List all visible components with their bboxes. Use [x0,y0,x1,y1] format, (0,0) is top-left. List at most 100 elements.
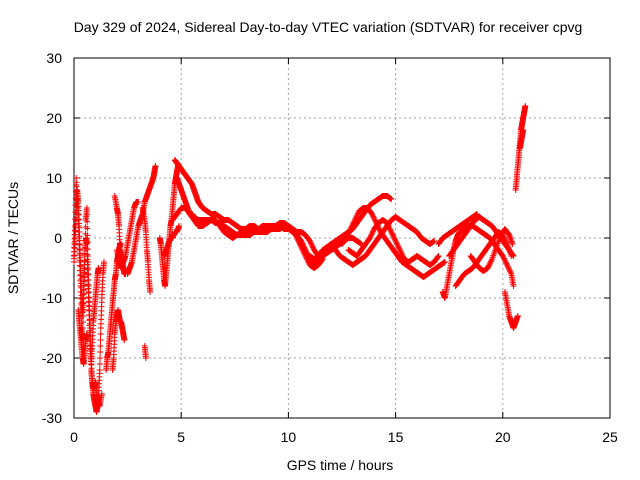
data-point [77,272,84,279]
data-point [508,253,515,259]
data-point [392,238,399,244]
data-point [84,211,91,218]
data-point [350,219,357,226]
data-point [352,215,359,222]
data-point [84,246,91,253]
data-point [348,223,355,230]
data-point [86,307,93,313]
data-point [308,241,315,248]
x-tick-label: 5 [177,429,185,445]
y-tick-label: 10 [46,170,62,186]
data-point [97,337,104,343]
data-point [396,245,403,252]
data-point [504,263,511,270]
data-point [83,331,90,337]
data-point [398,249,405,256]
data-point [367,233,374,240]
data-point [486,262,493,269]
data-point [304,256,311,263]
data-point [346,228,353,235]
data-point [372,217,379,224]
data-point [301,250,308,257]
x-tick-label: 15 [388,429,404,445]
tick-labels: 0 5 10 15 20 25 -30 -20 -10 0 10 20 30 [42,50,618,445]
data-point [388,229,395,235]
data-point [501,234,508,241]
data-point [347,226,354,232]
data-point [487,258,494,265]
data-point [97,349,104,355]
data-point [507,269,514,276]
data-point [474,211,481,217]
data-point [348,224,355,231]
data-point [502,237,509,244]
data-point [393,240,400,247]
data-point [353,214,360,221]
data-point [391,236,398,243]
data-point [391,235,398,242]
data-point [520,127,527,133]
data-point [76,241,83,247]
data-point [296,240,303,247]
data-point [387,226,394,233]
data-point [395,244,402,251]
data-point [510,283,517,289]
data-point [76,247,83,253]
y-tick-label: 20 [46,110,62,126]
data-point [509,241,516,247]
data-point [293,235,300,241]
data-point [176,223,183,229]
data-point [84,218,91,225]
y-tick-label: 30 [46,50,62,66]
data-point [84,271,91,278]
y-tick-label: -20 [42,350,62,366]
data-point [503,260,510,267]
data-point [306,238,313,244]
data-point [84,251,91,258]
data-point [500,254,507,261]
data-point [292,232,299,239]
data-point [301,251,308,258]
data-point [319,256,326,263]
x-tick-label: 0 [70,429,78,445]
data-point [486,261,493,268]
data-point [121,337,128,343]
data-point [300,249,307,256]
data-point [84,256,91,263]
data-point [345,229,352,236]
data-point [487,259,494,266]
data-point [371,216,378,223]
data-point [98,391,105,397]
data-point [298,244,305,250]
data-point [343,235,350,241]
data-point [308,240,315,247]
data-point [504,262,511,268]
data-point [84,266,91,273]
data-point [435,253,442,259]
data-point [295,237,302,244]
data-point [384,221,391,228]
x-tick-label: 25 [602,429,618,445]
data-point [385,223,392,230]
data-point [397,248,404,255]
data-point [441,259,448,265]
data-point [353,213,360,220]
data-point [502,258,509,265]
data-point [343,233,350,240]
data-point [399,252,406,259]
data-point [291,229,298,236]
data-point [505,264,512,271]
data-point [83,205,90,211]
data-point [386,225,393,232]
data-point [290,228,297,235]
data-point [147,289,154,295]
data-point [522,103,529,109]
data-point [387,227,394,234]
data-point [289,226,296,232]
data-point [390,232,397,239]
data-point [85,271,92,277]
data-point [346,227,353,234]
data-point [369,229,376,236]
data-point [503,239,510,246]
data-point [351,217,358,223]
